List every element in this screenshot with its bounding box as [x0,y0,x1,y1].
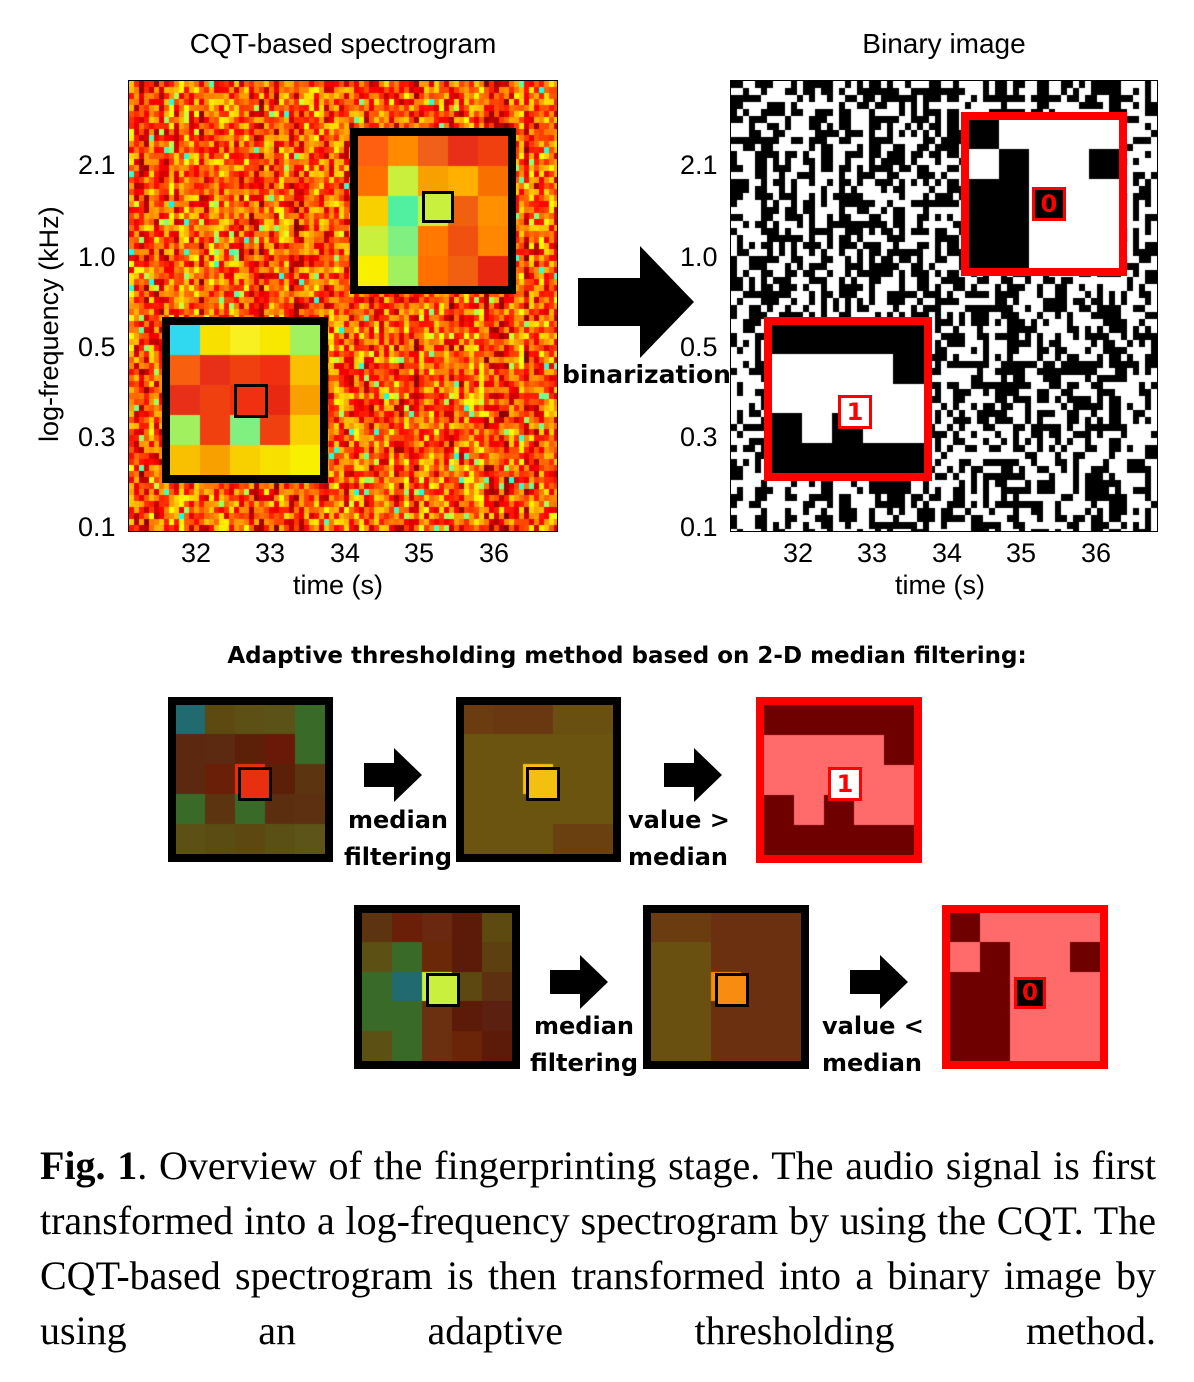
row1-input-center-cell [238,767,272,801]
binarization-arrow-icon [578,246,694,358]
row1-input-patch [168,697,333,862]
inset-top-center-cell [422,191,454,223]
row2-step1-line1: median [534,1012,634,1040]
figure-caption: Fig. 1. Overview of the fingerprinting s… [40,1138,1156,1358]
row1-step1-label: median filtering [336,802,460,876]
left-xtick-33: 33 [255,538,286,568]
caption-label: Fig. 1 [40,1143,138,1188]
row1-median-center-cell [526,767,560,801]
row1-step1-line1: median [348,806,448,834]
row1-result-patch: 1 [756,697,922,863]
left-ytick-2.1: 2.1 [78,150,116,180]
row1-arrow1-icon [364,748,422,802]
right-ytick-0.3: 0.3 [680,422,718,452]
row1-arrow2-icon [664,748,722,802]
row2-median-center-cell [715,973,749,1007]
row1-step2-line1: value > [628,806,730,834]
row2-step1-label: median filtering [522,1008,646,1082]
right-ytick-1.0: 1.0 [680,242,718,272]
binary-inset-top: 0 [961,112,1127,276]
right-plot-xlabel: time (s) [895,570,985,600]
row1-step2-line2: median [628,843,728,871]
caption-text: . Overview of the fingerprinting stage. … [40,1143,1157,1353]
left-plot-title: CQT-based spectrogram [189,28,497,59]
row2-input-center-cell [426,973,460,1007]
binary-inset-bottom: 1 [764,317,932,481]
row2-step2-line1: value < [822,1012,924,1040]
right-plot-title: Binary image [862,28,1026,59]
right-xtick-33: 33 [857,538,888,568]
row2-arrow2-icon [850,955,908,1009]
row1-step1-line2: filtering [343,843,453,871]
row1-step2-label: value > median [628,802,748,876]
left-ytick-0.3: 0.3 [78,422,116,452]
row2-arrow1-icon [550,955,608,1009]
right-xtick-36: 36 [1081,538,1112,568]
left-xtick-34: 34 [330,538,361,568]
row2-median-patch [643,905,809,1069]
row2-step2-line2: median [822,1049,922,1077]
left-xtick-32: 32 [181,538,212,568]
row2-result-badge: 0 [1014,977,1046,1009]
right-xtick-35: 35 [1006,538,1037,568]
left-ytick-0.5: 0.5 [78,332,116,362]
row2-step2-label: value < median [822,1008,942,1082]
binary-zero-badge: 0 [1032,187,1066,221]
right-ytick-0.5: 0.5 [680,332,718,362]
spectrogram-inset-bottom [162,317,328,483]
left-ytick-1.0: 1.0 [78,242,116,272]
right-xtick-34: 34 [932,538,963,568]
left-plot-xlabel: time (s) [293,570,383,600]
binary-one-badge: 1 [838,395,872,429]
row2-input-patch [354,905,520,1069]
row1-result-badge: 1 [828,767,862,801]
left-ytick-0.1: 0.1 [78,512,116,542]
inset-bottom-center-cell [234,384,268,418]
binarization-label: binarization [562,360,731,389]
row2-step1-line2: filtering [529,1049,639,1077]
left-xtick-36: 36 [479,538,510,568]
right-ytick-0.1: 0.1 [680,512,718,542]
filtering-title: Adaptive thresholding method based on 2-… [227,643,1027,669]
left-plot-ylabel: log-frequency (kHz) [34,206,64,442]
row2-result-patch: 0 [942,905,1108,1069]
left-xtick-35: 35 [404,538,435,568]
right-ytick-2.1: 2.1 [680,150,718,180]
right-xtick-32: 32 [783,538,814,568]
spectrogram-inset-top [350,128,516,294]
row1-median-patch [456,697,621,862]
